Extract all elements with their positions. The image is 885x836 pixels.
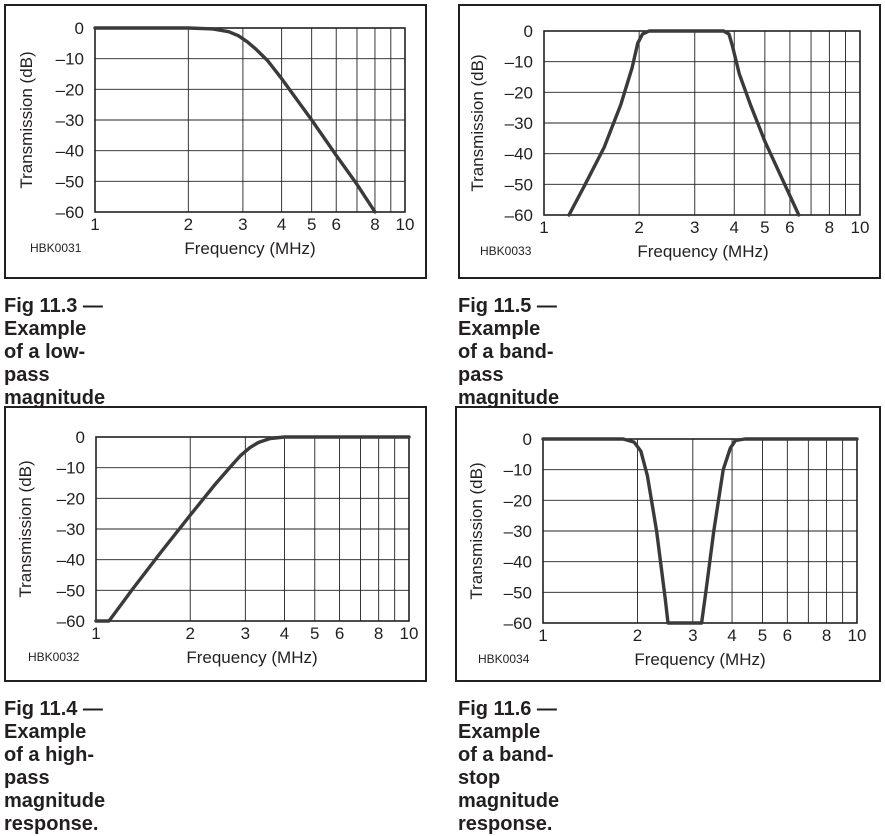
series-line — [94, 435, 411, 623]
x-tick-label: 1 — [90, 215, 99, 234]
x-tick-label: 6 — [785, 218, 794, 237]
y-tick-label: –30 — [504, 522, 532, 541]
y-tick-label: –40 — [56, 142, 84, 161]
chart-frame — [4, 406, 427, 682]
y-tick-label: –20 — [505, 83, 533, 102]
series-line — [93, 26, 377, 214]
y-tick-label: –30 — [505, 114, 533, 133]
x-tick-label: 1 — [539, 218, 548, 237]
x-tick-label: 2 — [184, 215, 193, 234]
low-pass-chart: 1 2 3 4 5 6 8 10 0 –10 –20 –30 –40 –50 –60 Frequency (M… — [17, 19, 415, 258]
x-tick-label: 5 — [760, 218, 769, 237]
chart-frame — [455, 406, 881, 682]
x-tick-label: 4 — [280, 624, 289, 643]
x-axis-label: Frequency (MHz) — [637, 242, 768, 261]
y-tick-label: –60 — [505, 206, 533, 225]
y-tick-label: 0 — [76, 428, 85, 447]
x-tick-label: 1 — [91, 624, 100, 643]
band-pass-chart: 1 2 3 4 5 6 8 10 0 –10 –20 –30 –40 –50 –60 Frequency (M… — [468, 22, 870, 261]
x-tick-label: 3 — [241, 624, 250, 643]
y-axis-label: Transmission (dB) — [16, 460, 35, 597]
x-tick-label: 3 — [238, 215, 247, 234]
x-tick-label: 4 — [277, 215, 286, 234]
x-tick-label: 10 — [848, 626, 867, 645]
x-tick-label: 6 — [335, 624, 344, 643]
figure-code: HBK0034 — [478, 652, 530, 666]
y-tick-label: –20 — [57, 489, 85, 508]
figure-caption: Fig 11.6 — Example of a band-stop magnit… — [458, 698, 560, 835]
x-tick-label: 4 — [730, 218, 739, 237]
y-tick-label: 0 — [524, 22, 533, 41]
y-axis-label: Transmission (dB) — [17, 51, 36, 188]
y-tick-label: –60 — [57, 612, 85, 631]
series-line — [567, 29, 801, 217]
y-tick-label: –50 — [56, 172, 84, 191]
figure-code: HBK0033 — [480, 244, 532, 258]
chart-frame — [4, 4, 427, 279]
y-tick-label: –10 — [505, 53, 533, 72]
y-tick-label: –40 — [504, 553, 532, 572]
y-axis-label: Transmission (dB) — [468, 54, 487, 191]
y-tick-label: –50 — [505, 175, 533, 194]
y-tick-label: –40 — [505, 145, 533, 164]
x-tick-label: 5 — [310, 624, 319, 643]
x-tick-label: 10 — [851, 218, 870, 237]
x-tick-label: 6 — [331, 215, 340, 234]
series-line — [541, 437, 859, 625]
y-tick-label: –60 — [504, 614, 532, 633]
x-tick-label: 4 — [727, 626, 736, 645]
x-axis-label: Frequency (MHz) — [184, 239, 315, 258]
x-tick-label: 6 — [783, 626, 792, 645]
y-tick-label: –50 — [504, 583, 532, 602]
y-tick-label: –50 — [57, 581, 85, 600]
x-tick-label: 1 — [538, 626, 547, 645]
y-axis-label: Transmission (dB) — [467, 462, 486, 599]
band-stop-chart: 1 2 3 4 5 6 8 10 0 –10 –20 –30 –40 –50 –60 Frequency (M… — [467, 430, 867, 669]
x-tick-label: 8 — [374, 624, 383, 643]
x-tick-label: 2 — [634, 218, 643, 237]
figure-code: HBK0032 — [28, 650, 80, 664]
x-tick-label: 3 — [688, 626, 697, 645]
x-tick-label: 5 — [307, 215, 316, 234]
figure-code: HBK0031 — [30, 241, 82, 255]
y-tick-label: –60 — [56, 203, 84, 222]
x-tick-label: 10 — [400, 624, 419, 643]
y-tick-label: –20 — [504, 491, 532, 510]
plot-border — [94, 27, 406, 213]
y-tick-label: –30 — [56, 111, 84, 130]
y-tick-label: 0 — [523, 430, 532, 449]
x-tick-label: 2 — [185, 624, 194, 643]
x-axis-label: Frequency (MHz) — [186, 648, 317, 667]
x-tick-label: 8 — [825, 218, 834, 237]
x-axis-label: Frequency (MHz) — [634, 650, 765, 669]
y-tick-label: –10 — [56, 50, 84, 69]
x-tick-label: 8 — [370, 215, 379, 234]
y-tick-label: –10 — [57, 459, 85, 478]
y-tick-label: –10 — [504, 461, 532, 480]
x-tick-label: 10 — [396, 215, 415, 234]
y-tick-label: –20 — [56, 80, 84, 99]
x-tick-label: 5 — [758, 626, 767, 645]
y-tick-label: –40 — [57, 551, 85, 570]
plot-border — [95, 436, 410, 622]
high-pass-chart: 1 2 3 4 5 6 8 10 0 –10 –20 –30 –40 –50 –60 Frequency (M… — [16, 428, 419, 667]
chart-frame — [458, 4, 881, 279]
x-tick-label: 2 — [633, 626, 642, 645]
y-tick-label: 0 — [75, 19, 84, 38]
x-tick-label: 3 — [690, 218, 699, 237]
y-tick-label: –30 — [57, 520, 85, 539]
x-tick-label: 8 — [822, 626, 831, 645]
